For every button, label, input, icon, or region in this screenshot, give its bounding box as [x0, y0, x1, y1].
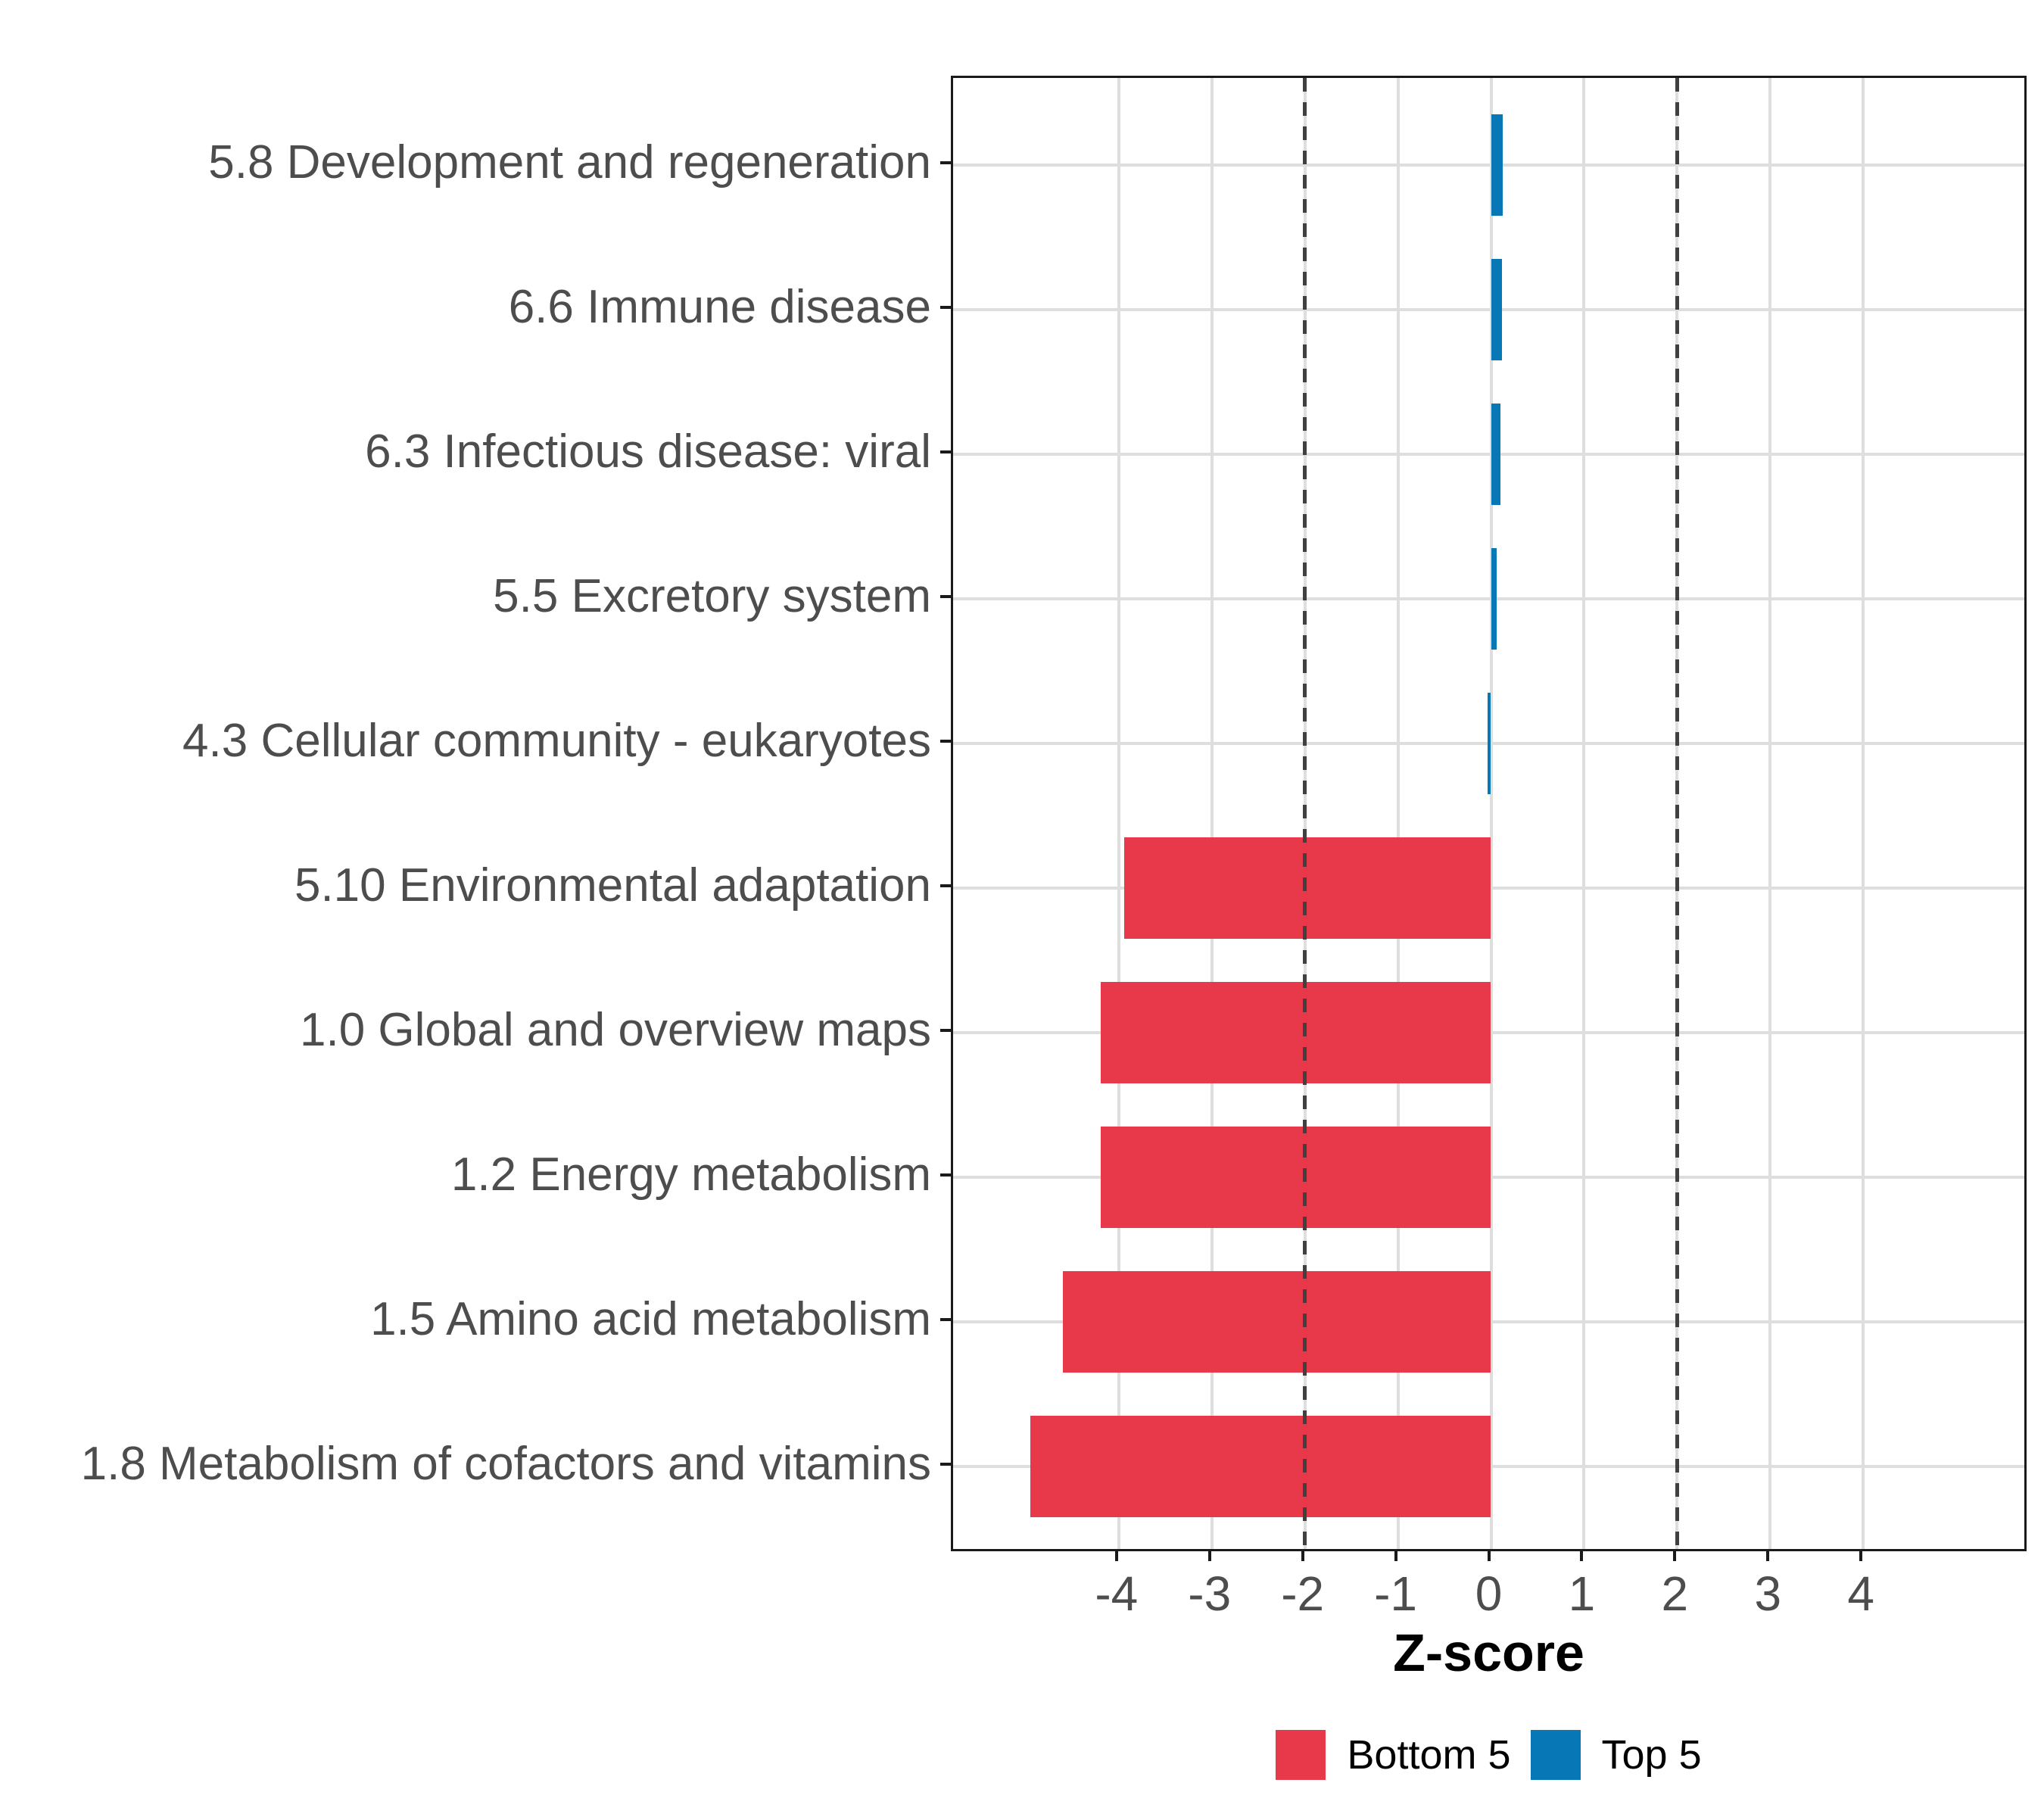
dashed-reference-line [1303, 78, 1307, 1549]
vertical-gridline [1117, 78, 1120, 1549]
y-axis-label: 5.10 Environmental adaptation [294, 859, 931, 912]
legend-item-bottom5: Bottom 5 [1276, 1730, 1511, 1780]
y-tick [940, 161, 951, 164]
x-axis-tick-label: -2 [1281, 1566, 1325, 1621]
vertical-gridline [1582, 78, 1586, 1549]
y-tick [940, 1318, 951, 1322]
vertical-gridline [1210, 78, 1214, 1549]
bar-bottom5 [1124, 837, 1491, 940]
y-tick [940, 450, 951, 453]
y-axis-label: 1.5 Amino acid metabolism [370, 1293, 931, 1346]
x-axis-tick-label: 0 [1475, 1566, 1503, 1621]
x-tick [1859, 1551, 1863, 1561]
y-axis-label: 1.8 Metabolism of cofactors and vitamins [80, 1438, 931, 1491]
x-tick [1394, 1551, 1397, 1561]
x-tick [1301, 1551, 1304, 1561]
x-axis-tick-label: 1 [1568, 1566, 1596, 1621]
x-tick [1114, 1551, 1118, 1561]
x-tick [1207, 1551, 1211, 1561]
legend-label-bottom5: Bottom 5 [1347, 1732, 1511, 1778]
y-axis-label: 1.0 Global and overview maps [299, 1004, 931, 1057]
bar-top5 [1491, 114, 1503, 216]
x-axis-tick-label: 3 [1754, 1566, 1782, 1621]
y-tick [940, 305, 951, 309]
dashed-reference-line [1675, 78, 1679, 1549]
x-axis-tick-label: 4 [1847, 1566, 1874, 1621]
top5-swatch [1530, 1730, 1581, 1780]
x-axis-tick-label: -1 [1374, 1566, 1418, 1621]
y-tick [940, 884, 951, 888]
bar-top5 [1491, 258, 1503, 360]
horizontal-gridline [953, 452, 2024, 456]
x-tick [1766, 1551, 1770, 1561]
y-axis-label: 6.3 Infectious disease: viral [365, 425, 931, 478]
legend-label-top5: Top 5 [1601, 1732, 1702, 1778]
bottom5-swatch [1276, 1730, 1326, 1780]
bar-bottom5 [1063, 1271, 1491, 1373]
x-tick [1673, 1551, 1677, 1561]
y-tick [940, 1173, 951, 1177]
horizontal-gridline [953, 597, 2024, 600]
y-axis-label: 5.5 Excretory system [493, 569, 931, 622]
bar-bottom5 [1101, 1127, 1491, 1229]
y-tick [940, 1029, 951, 1033]
bar-bottom5 [1101, 982, 1491, 1084]
x-axis-tick-label: -4 [1095, 1566, 1139, 1621]
bar-bottom5 [1030, 1416, 1491, 1518]
y-axis-label: 6.6 Immune disease [508, 280, 931, 333]
y-tick [940, 594, 951, 598]
vertical-gridline [1768, 78, 1772, 1549]
bar-top5 [1487, 692, 1491, 794]
bar-top5 [1491, 547, 1497, 650]
x-axis-tick-label: 2 [1661, 1566, 1689, 1621]
horizontal-gridline [953, 163, 2024, 167]
x-axis-tick-label: -3 [1188, 1566, 1232, 1621]
x-tick [1580, 1551, 1584, 1561]
horizontal-gridline [953, 307, 2024, 311]
x-tick [1487, 1551, 1491, 1561]
plot-panel [951, 76, 2027, 1551]
vertical-gridline [1489, 78, 1493, 1549]
x-axis-title: Z-score [1393, 1623, 1584, 1682]
legend-item-top5: Top 5 [1530, 1730, 1702, 1780]
legend: Bottom 5 Top 5 [951, 1728, 2027, 1781]
y-axis-label: 1.2 Energy metabolism [450, 1148, 931, 1201]
bar-top5 [1491, 403, 1500, 505]
y-tick [940, 1463, 951, 1466]
y-axis-label: 5.8 Development and regeneration [208, 136, 931, 189]
y-axis-label: 4.3 Cellular community - eukaryotes [182, 714, 931, 767]
vertical-gridline [1396, 78, 1400, 1549]
vertical-gridline [1862, 78, 1865, 1549]
y-tick [940, 739, 951, 743]
